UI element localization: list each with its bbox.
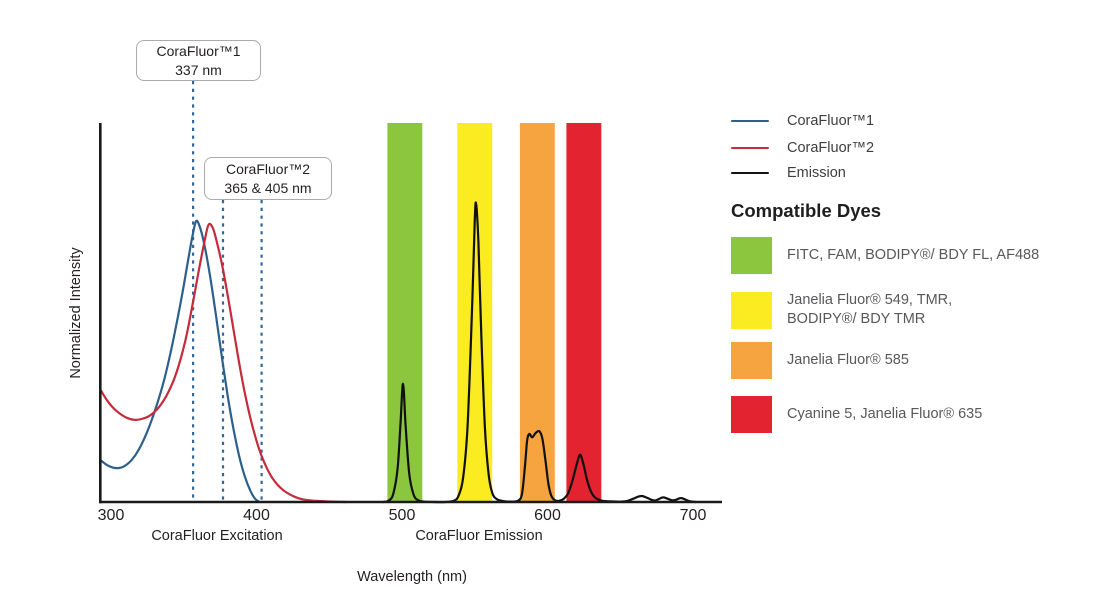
dye-label-line: Janelia Fluor® 549, TMR, [787,292,953,308]
dye-row-red: Cyanine 5, Janelia Fluor® 635 [731,396,982,433]
dye-label-line: BODIPY®/ BDY TMR [787,311,926,327]
legend-line-swatch [731,171,769,175]
x-axis-label: Wavelength (nm) [357,569,467,585]
dye-label-line: Janelia Fluor® 585 [787,352,909,368]
callout-title: CoraFluor™2 [225,160,311,177]
dye-label-line: FITC, FAM, BODIPY®/ BDY FL, AF488 [787,247,1040,263]
dye-label: Cyanine 5, Janelia Fluor® 635 [787,405,982,424]
legend-item-corafluor1: CoraFluor™1 [731,112,874,130]
dye-row-green: FITC, FAM, BODIPY®/ BDY FL, AF488 [731,237,1039,274]
excitation-section-label: CoraFluor Excitation [151,528,283,544]
legend-label: CoraFluor™1 [787,113,875,129]
y-axis-label: Normalized Intensity [68,247,84,379]
dye-swatch [731,396,772,433]
dye-row-yellow: Janelia Fluor® 549, TMR, BODIPY®/ BDY TM… [731,291,952,329]
legend-item-corafluor2: CoraFluor™2 [731,139,874,157]
legend-line-swatch [731,119,769,123]
filter-band-red [566,123,602,501]
legend-label: CoraFluor™2 [787,140,875,156]
x-tick-600: 600 [534,507,561,524]
callout-title: CoraFluor™1 [156,42,241,59]
x-tick-700: 700 [679,507,707,524]
legend-label: Emission [787,165,846,181]
callout-corafluor1-337nm: CoraFluor™1 337 nm [136,40,261,81]
curve-corafluor1 [99,219,260,503]
dye-swatch [731,291,772,329]
dye-label: FITC, FAM, BODIPY®/ BDY FL, AF488 [787,246,1039,265]
dye-label-line: Cyanine 5, Janelia Fluor® 635 [787,406,983,422]
dye-label: Janelia Fluor® 585 [787,351,909,370]
dye-swatch [731,237,772,274]
dye-label: Janelia Fluor® 549, TMR, BODIPY®/ BDY TM… [787,291,952,329]
compatible-dyes-heading: Compatible Dyes [731,200,882,221]
legend-item-emission: Emission [731,164,846,182]
legend-line-swatch [731,146,769,150]
dye-row-orange: Janelia Fluor® 585 [731,342,909,379]
emission-section-label: CoraFluor Emission [415,528,543,544]
x-tick-400: 400 [243,507,270,524]
callout-value: 365 & 405 nm [224,179,312,196]
x-tick-500: 500 [388,507,416,524]
x-tick-300: 300 [97,507,125,524]
callout-value: 337 nm [175,61,222,78]
filter-band-orange [519,123,555,501]
callout-corafluor2-365-405nm: CoraFluor™2 365 & 405 nm [204,157,332,200]
filter-band-green [387,123,423,501]
dye-swatch [731,342,772,379]
curve-corafluor2 [99,222,348,504]
